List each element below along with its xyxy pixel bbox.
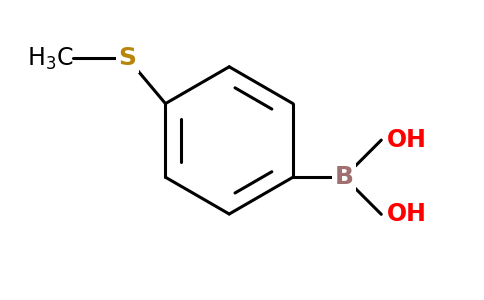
Text: B: B xyxy=(334,165,354,189)
Text: OH: OH xyxy=(386,128,426,152)
Text: $\mathrm{H_3C}$: $\mathrm{H_3C}$ xyxy=(27,45,73,72)
Text: OH: OH xyxy=(386,202,426,226)
Text: S: S xyxy=(119,46,136,70)
